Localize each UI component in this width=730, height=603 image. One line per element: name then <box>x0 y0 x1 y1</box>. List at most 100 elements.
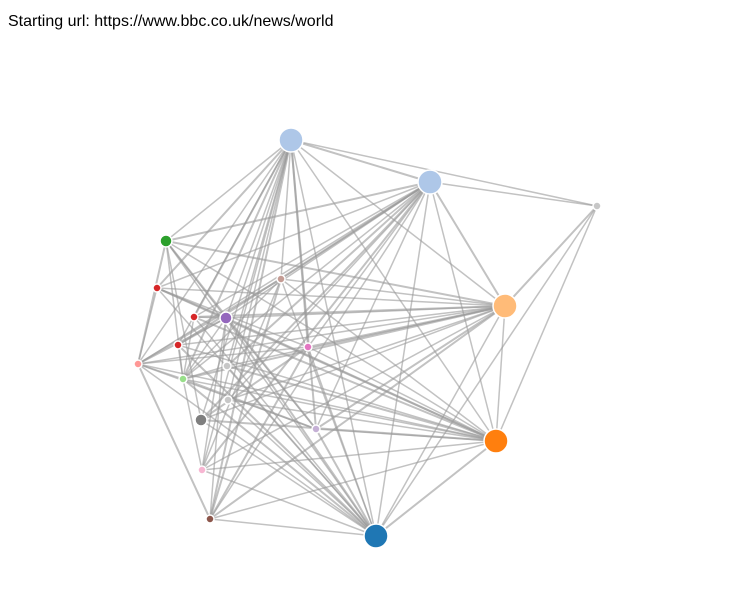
graph-link <box>209 518 377 537</box>
graph-link <box>177 139 292 346</box>
graph-node-circle[interactable] <box>303 342 313 352</box>
graph-link <box>177 344 497 442</box>
graph-link <box>137 139 292 365</box>
graph-link <box>137 278 282 365</box>
graph-link <box>201 317 227 471</box>
graph-node-circle[interactable] <box>197 465 207 475</box>
starting-url-value: https://www.bbc.co.uk/news/world <box>94 13 334 30</box>
graph-link <box>182 139 292 380</box>
graph-node[interactable] <box>417 169 443 195</box>
graph-node[interactable] <box>363 523 389 549</box>
graph-link <box>182 365 228 380</box>
graph-node[interactable] <box>189 312 199 322</box>
node-layer <box>133 127 602 549</box>
graph-link <box>193 316 497 442</box>
graph-link <box>200 139 292 421</box>
graph-link <box>193 181 431 318</box>
graph-node[interactable] <box>205 514 215 524</box>
graph-link <box>280 278 506 307</box>
graph-link <box>225 317 497 442</box>
graph-link <box>290 139 431 183</box>
graph-node-circle[interactable] <box>417 169 443 195</box>
graph-link <box>290 139 497 442</box>
graph-node-circle[interactable] <box>278 127 304 153</box>
graph-node[interactable] <box>492 293 518 319</box>
graph-node-circle[interactable] <box>222 361 232 371</box>
graph-node-circle[interactable] <box>219 311 233 325</box>
graph-node[interactable] <box>222 361 232 371</box>
graph-link <box>201 440 497 471</box>
graph-node[interactable] <box>173 340 183 350</box>
graph-node-circle[interactable] <box>173 340 183 350</box>
graph-link <box>429 181 598 207</box>
graph-link <box>182 317 227 380</box>
graph-link <box>495 205 598 442</box>
graph-node[interactable] <box>152 283 162 293</box>
graph-link <box>209 317 227 520</box>
graph-link <box>375 440 497 537</box>
graph-node-circle[interactable] <box>152 283 162 293</box>
graph-link <box>375 205 598 537</box>
graph-node[interactable] <box>311 424 321 434</box>
graph-node-circle[interactable] <box>311 424 321 434</box>
graph-link <box>225 305 506 319</box>
graph-node-circle[interactable] <box>592 201 602 211</box>
graph-link <box>156 287 506 307</box>
graph-node[interactable] <box>197 465 207 475</box>
graph-node-circle[interactable] <box>205 514 215 524</box>
graph-node[interactable] <box>276 274 286 284</box>
graph-node[interactable] <box>278 127 304 153</box>
graph-link <box>209 181 431 520</box>
graph-link <box>200 305 506 421</box>
graph-link <box>209 346 309 520</box>
graph-link <box>290 139 598 207</box>
graph-link <box>177 317 227 346</box>
graph-node[interactable] <box>159 234 173 248</box>
starting-url-label: Starting url: <box>8 13 90 30</box>
graph-link <box>429 181 506 307</box>
link-layer <box>137 139 598 537</box>
graph-node-circle[interactable] <box>223 395 233 405</box>
graph-node[interactable] <box>483 428 509 454</box>
graph-node-circle[interactable] <box>133 359 143 369</box>
graph-link <box>495 305 506 442</box>
graph-node[interactable] <box>592 201 602 211</box>
graph-node-circle[interactable] <box>492 293 518 319</box>
graph-link <box>137 287 158 365</box>
graph-link <box>137 346 309 365</box>
graph-node-circle[interactable] <box>276 274 286 284</box>
graph-link <box>182 305 506 380</box>
graph-node[interactable] <box>194 413 208 427</box>
graph-node-circle[interactable] <box>363 523 389 549</box>
graph-link <box>182 378 497 442</box>
graph-link <box>156 181 431 289</box>
graph-link <box>226 365 377 537</box>
graph-node-circle[interactable] <box>178 374 188 384</box>
graph-node-circle[interactable] <box>159 234 173 248</box>
graph-link <box>165 240 497 442</box>
graph-link <box>227 399 497 442</box>
graph-node[interactable] <box>133 359 143 369</box>
graph-link <box>137 363 497 442</box>
graph-link <box>201 469 377 537</box>
graph-node[interactable] <box>178 374 188 384</box>
graph-link <box>290 139 317 430</box>
graph-link <box>182 378 203 471</box>
graph-link <box>137 181 431 365</box>
graph-link <box>375 181 431 537</box>
graph-node-circle[interactable] <box>194 413 208 427</box>
graph-node[interactable] <box>223 395 233 405</box>
graph-link <box>375 305 506 537</box>
graph-link <box>315 428 497 442</box>
graph-node[interactable] <box>219 311 233 325</box>
graph-link <box>182 378 377 537</box>
graph-node-circle[interactable] <box>483 428 509 454</box>
graph-link <box>280 139 292 280</box>
graph-link <box>209 305 506 520</box>
graph-node[interactable] <box>303 342 313 352</box>
graph-link <box>165 139 292 242</box>
graph-link <box>225 139 292 319</box>
graph-node-circle[interactable] <box>189 312 199 322</box>
graph-link <box>307 346 377 537</box>
